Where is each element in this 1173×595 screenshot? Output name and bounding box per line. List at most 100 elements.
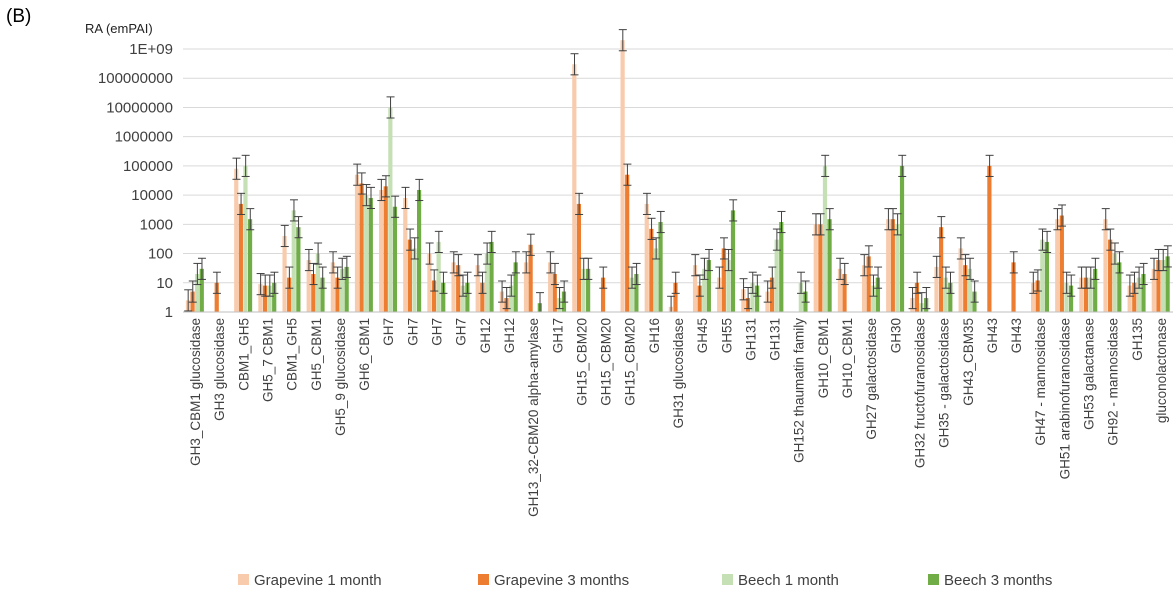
bar <box>721 248 726 312</box>
bar <box>1127 285 1132 312</box>
x-tick-label: GH13_32-CBM20 alpha-amylase <box>526 318 541 517</box>
x-tick-label: GH92 - mannosidase <box>1106 318 1121 446</box>
bar <box>866 256 871 312</box>
error-bars <box>184 29 1172 313</box>
bar <box>199 268 204 312</box>
bar <box>513 262 518 312</box>
bar <box>335 277 340 312</box>
bar <box>1112 253 1117 312</box>
bar <box>344 266 349 312</box>
bar <box>330 262 335 312</box>
x-tick-label: GH12 <box>478 318 493 353</box>
bar <box>383 186 388 312</box>
bar <box>706 260 711 312</box>
bar <box>1064 282 1069 312</box>
bar <box>1108 239 1113 312</box>
bar <box>939 227 944 312</box>
legend-label: Beech 3 months <box>944 572 1052 589</box>
bar <box>364 195 369 312</box>
bar <box>247 219 253 312</box>
bar <box>837 268 843 312</box>
x-tick-label: GH7 <box>454 318 469 346</box>
y-tick-label: 100 <box>148 246 173 263</box>
bar <box>1141 273 1146 312</box>
y-tick-label: 1000000 <box>115 129 173 146</box>
x-tick-label: GH10_CBM1 <box>816 318 831 398</box>
bar <box>407 239 412 312</box>
legend-label: Grapevine 3 months <box>494 572 629 589</box>
bar <box>431 280 437 312</box>
bar <box>987 165 992 312</box>
bar <box>1068 285 1074 312</box>
bar <box>238 203 243 312</box>
x-tick-label: GH3_CBM1 glucosidase <box>188 318 203 466</box>
bar <box>600 277 606 312</box>
x-tick-label: GH12 <box>502 318 517 353</box>
bar <box>741 289 746 312</box>
bar <box>1088 277 1093 312</box>
bar <box>943 277 948 312</box>
bar <box>1079 277 1084 312</box>
x-tick-label: GH16 <box>647 318 662 353</box>
bar <box>730 210 736 312</box>
y-tick-label: 1 <box>165 304 173 321</box>
x-tick-label: GH32 fructofuranosidase <box>912 318 927 468</box>
bar <box>1132 282 1137 312</box>
x-tick-label: GH45 <box>695 318 710 353</box>
bar <box>1083 277 1089 312</box>
x-tick-label: GH7 <box>430 318 445 346</box>
bar <box>1040 239 1045 312</box>
bar <box>653 248 659 312</box>
y-tick-label: 10 <box>156 275 173 292</box>
x-tick-label: GH43 <box>1009 318 1024 353</box>
bar <box>861 265 867 312</box>
x-tick-label: GH27 galactosidase <box>864 318 879 440</box>
x-tick-label: GH30 <box>888 318 903 353</box>
bar <box>649 228 654 312</box>
y-tick-label: 10000 <box>131 187 173 204</box>
bar <box>702 268 707 312</box>
bar <box>842 273 847 312</box>
bar <box>484 253 490 312</box>
x-tick-label: GH43_CBM35 <box>961 318 976 406</box>
bars <box>185 40 1170 312</box>
bar <box>262 285 268 312</box>
bar <box>634 273 639 312</box>
x-tick-label: CBM1_GH5 <box>285 318 300 391</box>
x-tick-label: gluconolactonase <box>1154 318 1169 423</box>
x-tick-label: GH55 <box>719 318 734 353</box>
bar <box>339 268 345 312</box>
bar <box>1156 260 1161 312</box>
legend-label: Grapevine 1 month <box>254 572 382 589</box>
bar <box>755 285 760 312</box>
bar <box>320 277 325 312</box>
x-tick-label: GH7 <box>381 318 396 346</box>
bar <box>581 268 586 312</box>
x-tick-label: GH5_7 CBM1 <box>261 318 276 402</box>
bar <box>528 244 533 312</box>
bar <box>475 265 480 312</box>
x-tick-label: GH15_CBM20 <box>623 318 638 406</box>
x-tick-label: GH3 glucosidase <box>212 318 227 421</box>
y-tick-label: 100000 <box>123 158 173 175</box>
bar <box>1093 268 1098 312</box>
x-tick-label: GH17 <box>550 318 565 353</box>
x-tick-label: GH10_CBM1 <box>840 318 855 398</box>
legend-label: Beech 1 month <box>738 572 839 589</box>
bar <box>726 260 731 312</box>
bar <box>441 282 446 312</box>
bar <box>287 277 292 312</box>
bar <box>508 285 514 312</box>
bar <box>243 165 248 312</box>
bar <box>625 174 630 312</box>
bar <box>1011 262 1016 312</box>
bar <box>1165 256 1170 312</box>
y-tick-labels: 1 10 100 1000 10000 100000 1000000 10000000 1000… <box>98 41 173 321</box>
x-tick-label: GH5_9 glucosidase <box>333 318 348 436</box>
bar <box>958 248 963 312</box>
bar <box>620 40 625 312</box>
x-tick-label: GH7 <box>405 318 420 346</box>
legend-swatch <box>722 574 733 585</box>
bar <box>368 197 373 312</box>
